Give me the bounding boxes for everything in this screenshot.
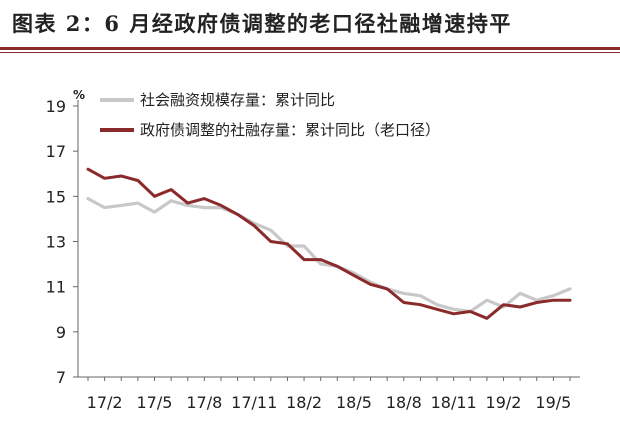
x-tick-label: 18/8 [386,393,422,412]
x-tick-label: 19/5 [535,393,571,412]
y-tick-label: 9 [56,323,66,342]
y-axis-unit: % [73,88,85,102]
x-tick-label: 17/5 [137,393,173,412]
x-tick-label: 18/11 [431,393,477,412]
y-tick-label: 15 [46,187,66,206]
x-tick-label: 17/11 [231,393,277,412]
x-tick-label: 19/2 [486,393,522,412]
y-tick-label: 17 [46,142,66,161]
axes: % 7 9 11 13 15 17 19 17/2 17/5 17/8 17/11 18/2 18/5 18… [46,88,580,412]
y-tick-label: 13 [46,233,66,252]
series-layer [86,167,572,320]
series-line-2 [86,167,572,320]
legend-label-1: 社会融资规模存量：累计同比 [140,91,335,109]
figure-title: 图表 2：6 月经政府债调整的老口径社融增速持平 [12,11,512,36]
x-tick-label: 18/5 [336,393,372,412]
y-tick-label: 19 [46,97,66,116]
legend-label-2: 政府债调整的社融存量：累计同比（老口径） [140,121,440,139]
title-divider [0,47,620,50]
title-divider-thin [0,52,620,53]
x-tick-label: 17/8 [186,393,222,412]
x-tick-label: 18/2 [286,393,322,412]
x-tick-label: 17/2 [87,393,123,412]
y-tick-label: 7 [56,368,66,387]
y-tick-label: 11 [46,278,66,297]
series-line-1 [86,197,572,314]
